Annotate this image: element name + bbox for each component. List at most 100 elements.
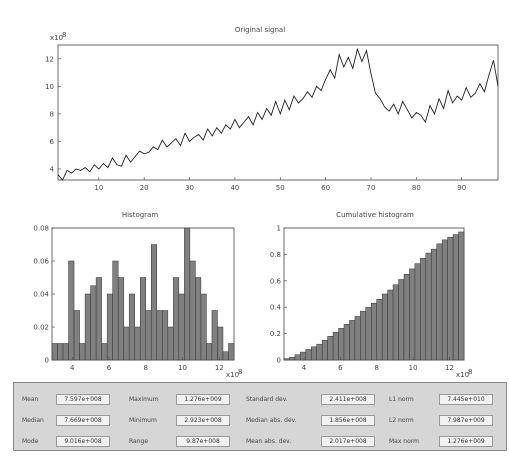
histogram-bar xyxy=(178,293,185,361)
histogram-x-tick-label: 6 xyxy=(107,364,112,372)
histogram-bar xyxy=(106,293,113,361)
x-tick-label: 70 xyxy=(367,184,376,192)
y-tick-label: 12 xyxy=(45,55,54,63)
cumulative-y-tick-label: 0.4 xyxy=(270,304,282,312)
cumulative-bar xyxy=(360,310,367,361)
histogram-bar xyxy=(139,277,147,361)
y-exponent-power: 8 xyxy=(62,31,66,39)
histogram-bar xyxy=(101,343,108,361)
histogram-x-exponent-label: x10 xyxy=(226,371,239,379)
signal-series-line xyxy=(57,47,499,181)
histogram-x-tick-label: 4 xyxy=(70,364,75,372)
x-tick-label: 10 xyxy=(94,184,103,192)
minimum-label: Minimum xyxy=(129,417,157,424)
histogram-bar xyxy=(123,326,130,361)
cumulative-y-tick-label: 0.6 xyxy=(270,277,282,285)
x-tick-label: 30 xyxy=(185,184,194,192)
histogram-bar xyxy=(95,277,102,361)
std-dev-value: 2.411e+008 xyxy=(321,394,375,405)
cumulative-bar xyxy=(441,239,448,361)
cumulative-bar xyxy=(305,349,312,361)
histogram-bar xyxy=(167,326,174,361)
cumulative-bar xyxy=(376,299,383,361)
max-norm-value: 1.276e+009 xyxy=(439,436,493,447)
cumulative-bar xyxy=(289,357,296,361)
cumulative-bar xyxy=(452,234,459,361)
histogram-x-tick-label: 8 xyxy=(144,364,148,372)
x-tick-label: 60 xyxy=(321,184,330,192)
median-value: 7.669e+008 xyxy=(56,415,110,426)
cumulative-bar xyxy=(354,316,361,361)
y-tick-label: 8 xyxy=(50,110,54,118)
cumulative-bar xyxy=(436,243,443,361)
cumulative-bar xyxy=(316,343,323,361)
cumulative-bar xyxy=(300,351,307,361)
cumulative-y-tick-label: 1 xyxy=(277,225,281,233)
histogram-x-tick-label: 12 xyxy=(215,364,224,372)
cumulative-bar xyxy=(420,258,427,361)
cumulative-x-tick-label: 8 xyxy=(374,364,378,372)
histogram-bar xyxy=(134,326,141,361)
histogram-bar xyxy=(73,310,80,361)
cumulative-bar xyxy=(458,231,465,361)
histogram-y-tick-label: 0.08 xyxy=(33,225,49,233)
cumulative-x-tick-label: 4 xyxy=(302,364,307,372)
cumulative-bar xyxy=(365,306,372,361)
l2-norm-label: L2 norm xyxy=(389,417,414,424)
l1-norm-value: 7.445e+010 xyxy=(439,394,493,405)
median-abs-dev-value: 1.856e+008 xyxy=(321,415,375,426)
histogram-y-tick-label: 0.04 xyxy=(33,291,49,299)
mean-abs-dev-label: Mean abs. dev. xyxy=(246,438,292,445)
signal-title: Original signal xyxy=(234,26,286,34)
y-exponent-label: x10 xyxy=(50,34,63,42)
histogram-bar xyxy=(195,277,202,361)
histogram-bar xyxy=(222,351,229,361)
cumulative-bar xyxy=(414,263,421,361)
y-tick-label: 4 xyxy=(50,165,55,173)
histogram-bar xyxy=(211,310,218,361)
range-label: Range xyxy=(129,438,149,445)
cumulative-bar xyxy=(332,332,339,361)
histogram-bar xyxy=(128,293,135,361)
cumulative-x-tick-label: 10 xyxy=(409,364,418,372)
histogram-bar xyxy=(200,293,207,361)
cumulative-bar xyxy=(371,302,377,361)
cumulative-bar xyxy=(392,284,399,361)
histogram-bar xyxy=(51,343,58,361)
mode-label: Mode xyxy=(22,438,39,445)
cumulative-bar xyxy=(387,289,394,361)
cumulative-x-tick-label: 6 xyxy=(338,364,343,372)
minimum-value: 2.923e+008 xyxy=(176,415,230,426)
cumulative-bar xyxy=(381,293,388,361)
histogram-bar xyxy=(228,343,235,361)
histogram-bar xyxy=(156,310,163,361)
x-tick-label: 40 xyxy=(230,184,239,192)
histogram-bar xyxy=(62,343,69,361)
maximum-label: Maximum xyxy=(129,396,159,403)
y-tick-label: 10 xyxy=(45,83,54,91)
median-label: Median xyxy=(22,417,44,424)
cumulative-bar xyxy=(321,339,328,361)
cumulative-bar xyxy=(398,279,405,361)
cumulative-x-tick-label: 12 xyxy=(445,364,454,372)
cumulative-bar xyxy=(431,248,437,361)
histogram-bar xyxy=(117,277,124,361)
histogram-x-tick-label: 10 xyxy=(178,364,187,372)
cumulative-bar xyxy=(409,268,416,361)
cumulative-bar xyxy=(349,320,356,361)
cumulative-title: Cumulative histogram xyxy=(336,211,414,219)
cumulative-y-tick-label: 0.2 xyxy=(270,330,281,338)
mean-abs-dev-value: 2.017e+008 xyxy=(321,436,375,447)
median-abs-dev-label: Median abs. dev. xyxy=(246,417,297,424)
mode-value: 9.016e+008 xyxy=(56,436,110,447)
y-tick-label: 6 xyxy=(50,138,55,146)
histogram-bar xyxy=(206,343,213,361)
cumulative-bar xyxy=(425,252,432,361)
histogram-bar xyxy=(79,343,86,361)
histogram-y-tick-label: 0 xyxy=(45,357,49,365)
histogram-bar xyxy=(217,326,224,361)
cumulative-bar xyxy=(311,346,317,361)
